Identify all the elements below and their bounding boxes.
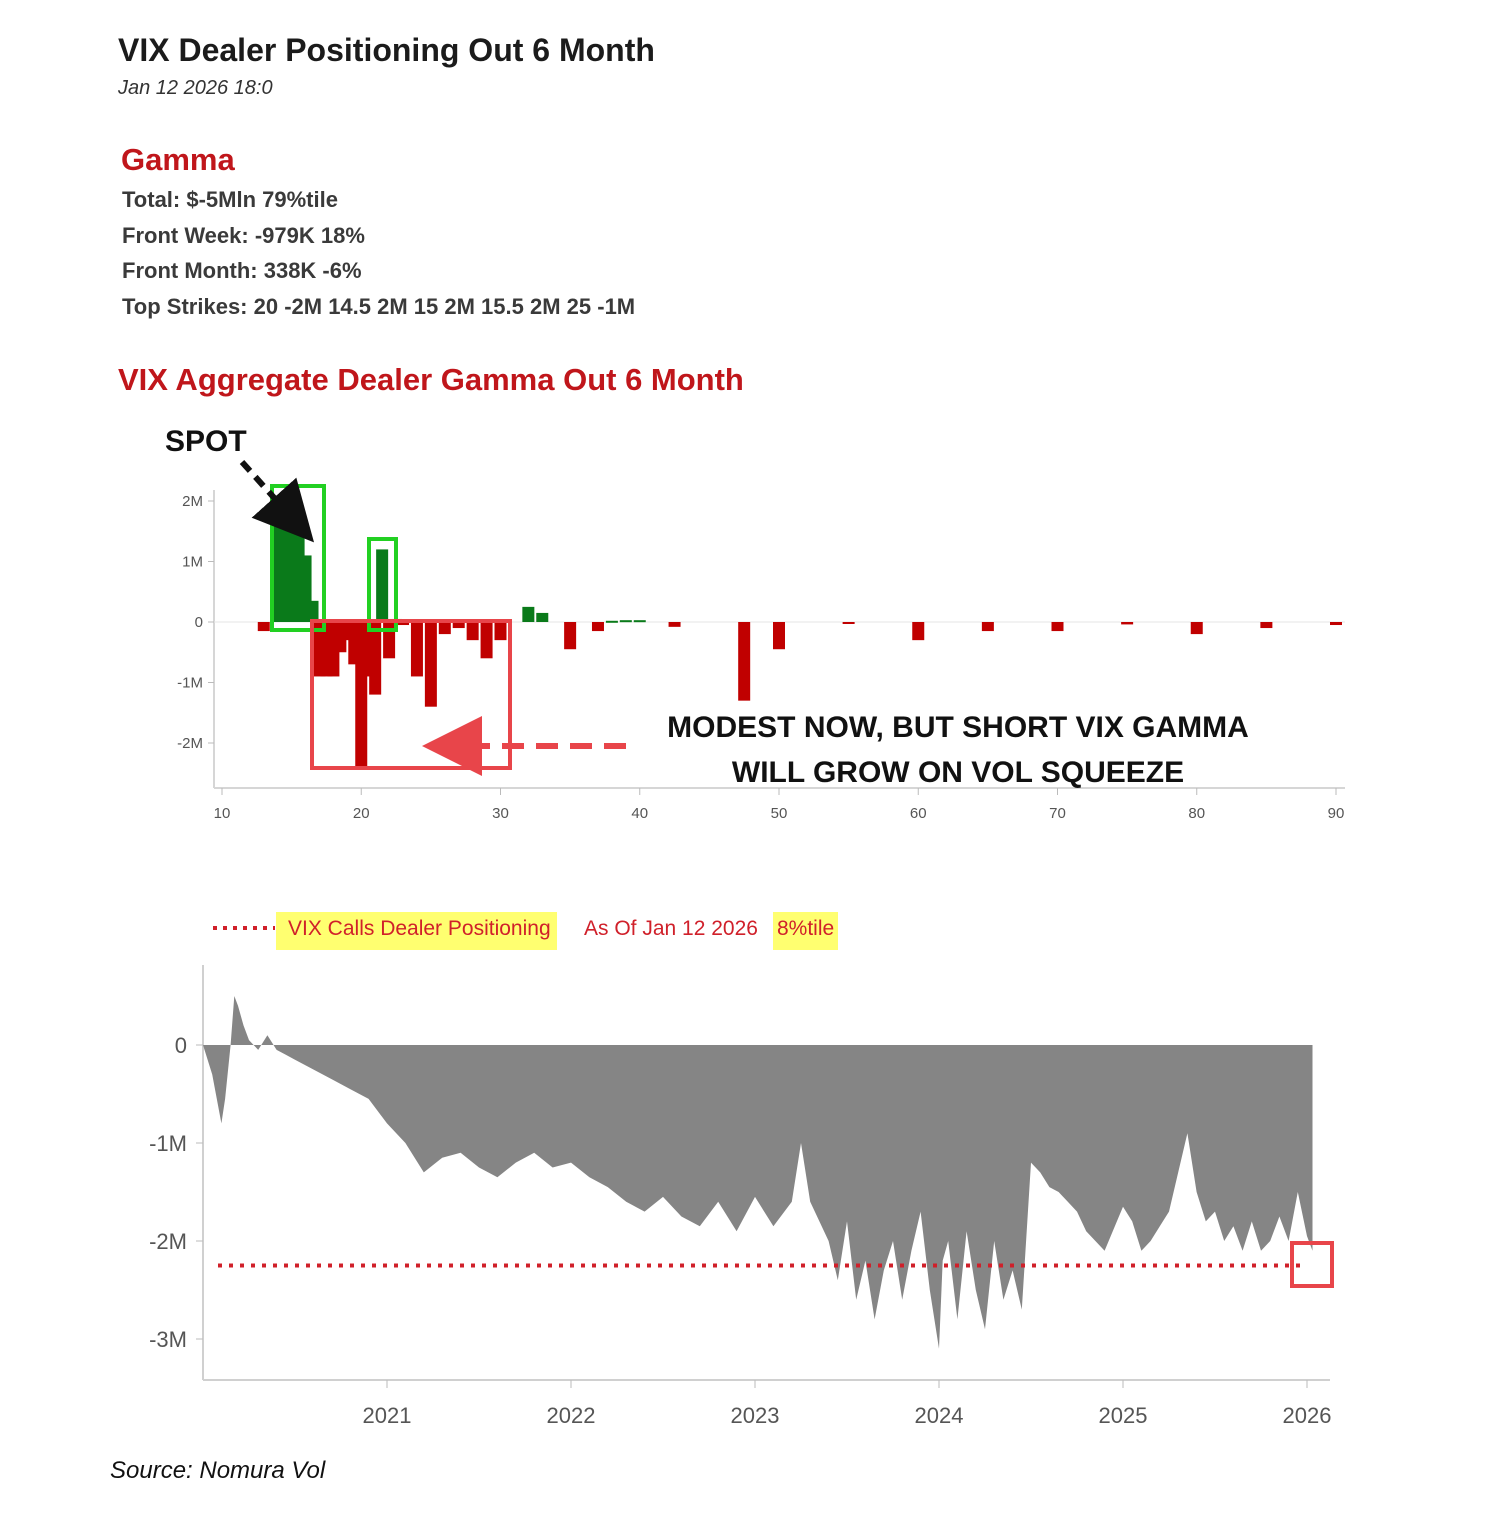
legend-dotted-line-icon [213, 926, 275, 930]
bar-y-tick-label: -2M [177, 735, 203, 752]
red-highlight-box [310, 619, 512, 770]
positioning-area-chart: 0 -1M -2M -3M 2021 2022 2023 2024 2025 2026 [149, 965, 1334, 1428]
area-y-tick-label: -3M [149, 1327, 187, 1352]
gamma-bar-26 [438, 622, 451, 635]
area-x-tick-label: 2021 [363, 1403, 412, 1428]
gamma-bar-28 [466, 622, 479, 641]
positioning-area [203, 996, 1313, 1349]
bar-y-tick-label: 1M [182, 554, 203, 571]
area-y-tick-label: -2M [149, 1229, 187, 1254]
area-x-tick-label: 2023 [731, 1403, 780, 1428]
gamma-bar-50 [773, 622, 785, 650]
gamma-bar-chart: 2M 1M 0 -1M -2M 10 20 30 40 50 60 70 80 90 SPOT MODES… [165, 425, 1345, 822]
gamma-bar-42-5 [668, 622, 681, 627]
area-y-tick-label: 0 [175, 1033, 187, 1058]
gamma-bar-32 [522, 606, 535, 622]
gamma-front-week: Front Week: -979K 18% [122, 223, 365, 248]
gamma-bar-24 [410, 622, 423, 677]
gamma-bar-21-5 [376, 549, 389, 622]
bar-y-tick-label: 2M [182, 493, 203, 510]
gamma-bar-25 [424, 622, 437, 707]
bar-x-tick-label: 30 [492, 805, 509, 822]
gamma-bar-29 [480, 622, 493, 659]
legend-percentile: 8%tile [773, 912, 839, 950]
spot-arrow [239, 459, 315, 543]
current-level-highlight-box [1290, 1241, 1334, 1288]
area-x-tick-label: 2024 [915, 1403, 964, 1428]
gamma-bar-65 [981, 622, 994, 632]
area-x-tick-label: 2022 [547, 1403, 596, 1428]
bar-x-tick-label: 40 [631, 805, 648, 822]
gamma-bar-27 [452, 622, 465, 629]
bar-x-tick-label: 90 [1328, 805, 1345, 822]
spot-label: SPOT [165, 425, 247, 458]
gamma-bar-33 [536, 612, 549, 622]
gamma-bar-85 [1260, 622, 1273, 629]
page-title: VIX Dealer Positioning Out 6 Month [118, 32, 655, 68]
gamma-bar-38 [605, 620, 618, 623]
gamma-bar-30 [494, 622, 507, 641]
gamma-bar-47-5 [738, 622, 751, 701]
gamma-bar-75 [1121, 622, 1134, 625]
gamma-front-month: Front Month: 338K -6% [122, 258, 362, 283]
gamma-bar-22 [383, 622, 396, 659]
legend-series-name: VIX Calls Dealer Positioning [276, 912, 557, 950]
gamma-bar-37 [591, 622, 604, 632]
bar-y-tick-label: 0 [195, 614, 203, 631]
gamma-bar-40 [633, 620, 646, 623]
gamma-bar-90 [1330, 622, 1342, 626]
timestamp: Jan 12 2026 18:0 [118, 77, 273, 99]
bar-x-tick-label: 20 [353, 805, 370, 822]
area-x-tick-label: 2026 [1283, 1403, 1332, 1428]
gamma-top-strikes: Top Strikes: 20 -2M 14.5 2M 15 2M 15.5 2… [122, 294, 636, 319]
gamma-bar-70 [1051, 622, 1064, 632]
area-x-tick-label: 2025 [1099, 1403, 1148, 1428]
gamma-total: Total: $-5Mln 79%tile [122, 187, 338, 212]
bar-chart-title: VIX Aggregate Dealer Gamma Out 6 Month [118, 362, 744, 397]
gamma-bar-13 [257, 622, 270, 632]
bar-y-tick-label: -1M [177, 675, 203, 692]
gamma-bar-39 [619, 620, 632, 623]
bar-x-tick-label: 10 [214, 805, 231, 822]
annotation-line-1: MODEST NOW, BUT SHORT VIX GAMMA [667, 711, 1249, 744]
source-note: Source: Nomura Vol [110, 1457, 326, 1484]
gamma-bar-80 [1190, 622, 1203, 635]
green-highlight-box-2 [367, 537, 398, 632]
gamma-bar-23 [397, 622, 410, 626]
gamma-bar-55 [842, 622, 855, 624]
gamma-heading: Gamma [121, 142, 235, 177]
legend-as-of: As Of Jan 12 2026 [584, 917, 758, 940]
bar-x-tick-label: 70 [1049, 805, 1066, 822]
gamma-bar-16-5 [306, 600, 319, 622]
bar-x-tick-label: 80 [1188, 805, 1205, 822]
area-y-tick-label: -1M [149, 1131, 187, 1156]
gamma-bar-60 [912, 622, 925, 641]
annotation-line-2: WILL GROW ON VOL SQUEEZE [732, 756, 1184, 789]
bar-x-tick-label: 50 [771, 805, 788, 822]
bar-x-tick-label: 60 [910, 805, 927, 822]
gamma-bar-21 [369, 622, 382, 695]
gamma-bar-35 [564, 622, 577, 650]
